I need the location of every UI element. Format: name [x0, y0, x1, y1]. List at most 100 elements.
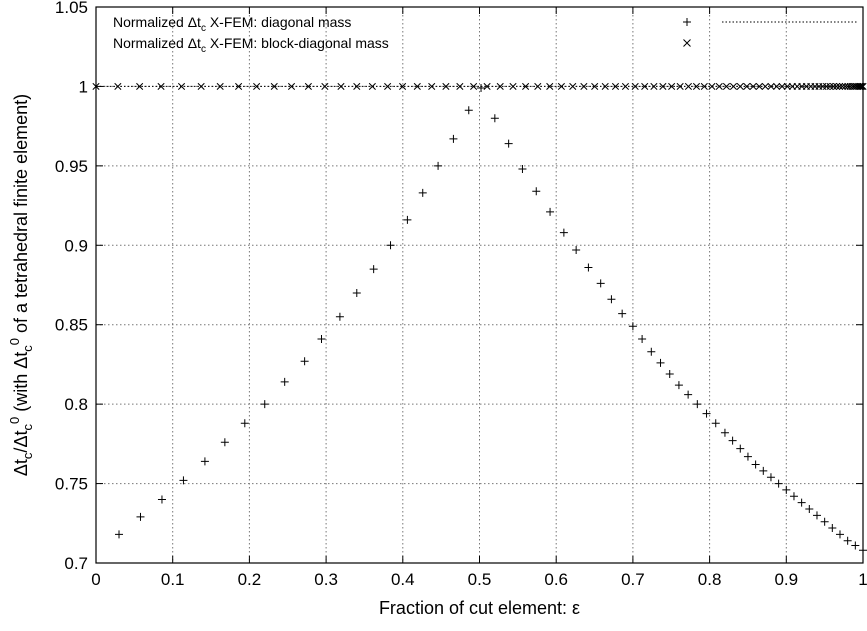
block-diagonal-mass-point [749, 82, 757, 90]
diagonal-mass-point [674, 381, 683, 390]
diagonal-mass-point [774, 479, 783, 488]
block-diagonal-mass-point [715, 82, 723, 90]
x-tick-label: 0.8 [698, 570, 722, 589]
y-tick-label: 1 [79, 77, 88, 96]
diagonal-mass-point [702, 409, 711, 418]
diagonal-mass-point [751, 460, 760, 469]
diagonal-mass-point [665, 369, 674, 378]
data-marks [92, 82, 867, 555]
block-diagonal-mass-point [826, 82, 834, 90]
diagonal-mass-point [464, 106, 473, 115]
diagonal-mass-point [532, 187, 541, 196]
diagonal-mass-point [477, 84, 486, 93]
block-diagonal-mass-point [442, 82, 450, 90]
block-diagonal-mass-point [177, 82, 186, 90]
block-diagonal-mass-point [413, 82, 421, 90]
x-tick-label: 0.2 [238, 570, 262, 589]
diagonal-mass-point [828, 524, 837, 533]
block-diagonal-mass-point [114, 82, 122, 90]
diagonal-mass-point [317, 335, 326, 344]
y-tick-label: 1.05 [55, 0, 88, 17]
legend-marker [683, 18, 691, 26]
diagonal-mass-point [434, 161, 443, 170]
block-diagonal-mass-point [368, 82, 376, 90]
legend-entry-label: Normalized Δtc X-FEM: diagonal mass [113, 14, 351, 34]
block-diagonal-mass-point [668, 82, 676, 90]
x-tick-label: 0.4 [391, 570, 415, 589]
diagonal-mass-point [797, 498, 806, 507]
block-diagonal-mass-point [253, 82, 261, 90]
x-tick-label: 0.5 [468, 570, 492, 589]
block-diagonal-mass-point [700, 82, 708, 90]
diagonal-mass-point [546, 207, 555, 216]
x-axis-label: Fraction of cut element: ε [379, 598, 580, 618]
block-diagonal-mass-point [778, 82, 786, 90]
block-diagonal-mass-point [833, 82, 841, 90]
diagonal-mass-point [759, 466, 768, 475]
diagonal-mass-point [628, 322, 637, 331]
block-diagonal-mass-point [321, 82, 329, 90]
block-diagonal-mass-point [157, 82, 165, 90]
diagonal-mass-point [559, 228, 568, 237]
block-diagonal-mass-point [829, 82, 837, 90]
block-diagonal-mass-point [708, 82, 716, 90]
block-diagonal-mass-point [496, 82, 504, 90]
block-diagonal-mass-point [304, 82, 312, 90]
diagonal-mass-point [820, 517, 829, 526]
diagonal-mass-point [618, 309, 627, 318]
block-diagonal-mass-point [684, 82, 692, 90]
y-tick-label: 0.8 [64, 395, 88, 414]
block-diagonal-mass-point [621, 82, 630, 90]
block-diagonal-mass-point [836, 82, 844, 90]
diagonal-mass-point [812, 511, 821, 520]
diagonal-mass-point [490, 114, 499, 123]
diagonal-mass-point [596, 279, 605, 288]
diagonal-mass-point [518, 165, 527, 174]
diagonal-mass-point [835, 530, 844, 539]
x-tick-label: 1 [858, 570, 867, 589]
diagonal-mass-point [418, 188, 427, 197]
diagonal-mass-point [136, 512, 145, 521]
diagonal-mass-point [843, 536, 852, 545]
y-tick-label: 0.75 [55, 475, 88, 494]
block-diagonal-mass-point [399, 82, 407, 90]
x-tick-label: 0.1 [161, 570, 185, 589]
diagonal-mass-point [743, 452, 752, 461]
block-diagonal-mass-point [287, 82, 296, 90]
diagonal-mass-point [352, 288, 361, 297]
block-diagonal-mass-point [270, 82, 278, 90]
block-diagonal-mass-point [822, 82, 831, 90]
diagonal-mass-point [720, 428, 729, 437]
diagonal-mass-point [220, 438, 229, 447]
block-diagonal-mass-point [534, 82, 542, 90]
diagonal-mass-point [736, 444, 745, 453]
block-diagonal-mass-point [692, 82, 701, 90]
block-diagonal-mass-point [773, 82, 781, 90]
block-diagonal-mass-point [783, 82, 791, 90]
block-diagonal-mass-point [755, 82, 763, 90]
diagonal-mass-point [647, 347, 656, 356]
legend: Normalized Δtc X-FEM: diagonal massNorma… [113, 14, 858, 55]
block-diagonal-mass-point [611, 82, 620, 90]
diagonal-mass-point [638, 335, 647, 344]
block-diagonal-mass-point [428, 82, 436, 90]
block-diagonal-mass-point [353, 82, 361, 90]
block-diagonal-mass-point [337, 82, 345, 90]
diagonal-mass-point [684, 390, 693, 399]
diagonal-mass-point [115, 530, 124, 539]
diagonal-mass-point [782, 485, 791, 494]
block-diagonal-mass-point [384, 82, 392, 90]
diagonal-mass-point [240, 419, 249, 428]
diagonal-mass-point [728, 436, 737, 445]
diagonal-mass-point [369, 265, 378, 274]
block-diagonal-mass-point [522, 82, 530, 90]
block-diagonal-mass-point [736, 82, 744, 90]
diagonal-mass-point [584, 263, 593, 272]
diagonal-mass-point [335, 312, 344, 321]
block-diagonal-mass-point [650, 82, 658, 90]
block-diagonal-mass-point [483, 82, 491, 90]
diagonal-mass-point [179, 476, 188, 485]
block-diagonal-mass-point [659, 82, 667, 90]
y-axis-label: Δtc/Δtc0 (with Δtc0 of a tetrahedral fin… [7, 94, 35, 476]
